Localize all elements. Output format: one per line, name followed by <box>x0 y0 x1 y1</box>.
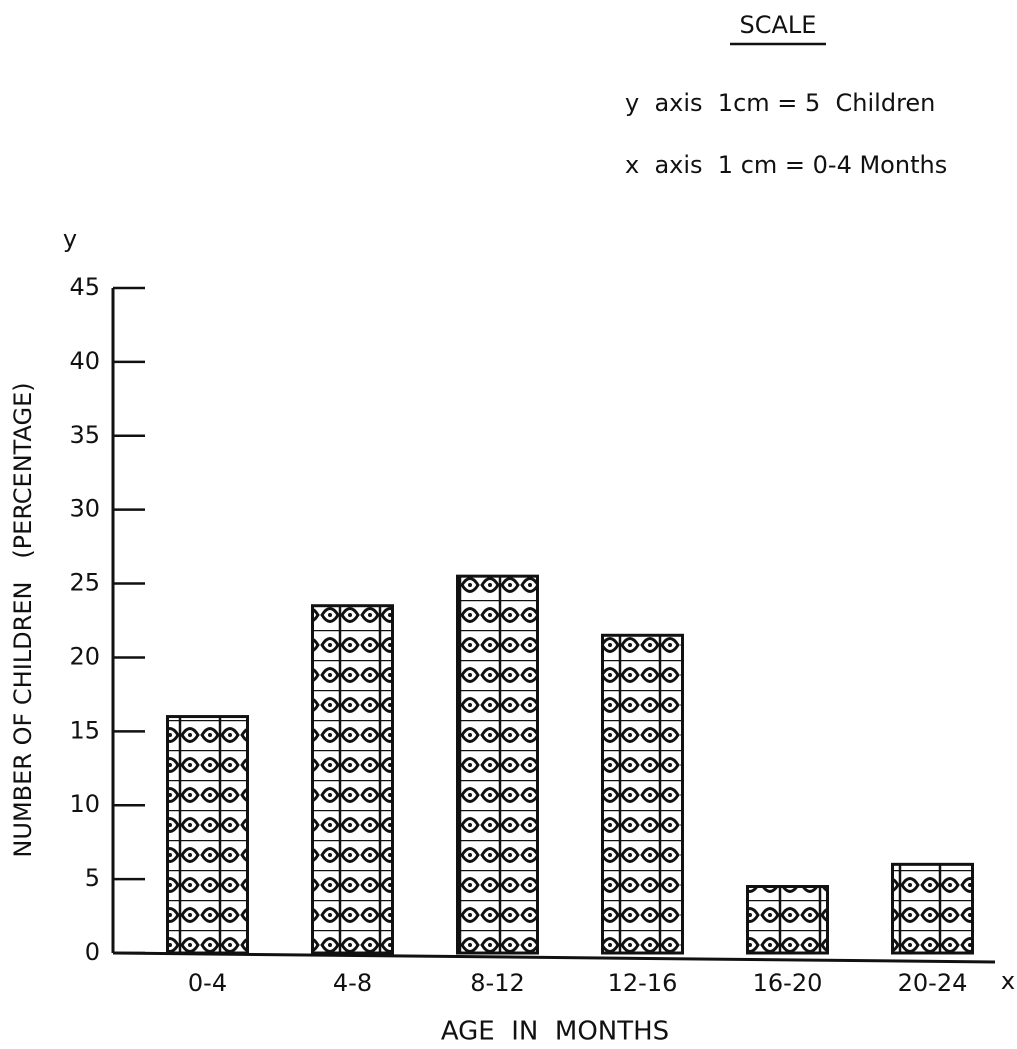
y-tick-label: 25 <box>69 569 100 597</box>
bar <box>601 633 684 955</box>
y-tick-label: 35 <box>69 421 100 449</box>
bar <box>891 862 974 955</box>
x-axis-name: x <box>1001 967 1015 995</box>
y-tick-label: 0 <box>85 938 100 966</box>
x-tick-label: 20-24 <box>898 969 968 997</box>
x-tick-label: 0-4 <box>188 969 227 997</box>
y-tick-label: 20 <box>69 642 100 670</box>
x-axis <box>112 951 996 964</box>
y-axis-label: NUMBER OF CHILDREN (PERCENTAGE) <box>9 382 37 857</box>
y-tick-label: 30 <box>69 495 100 523</box>
x-tick-label: 4-8 <box>333 969 372 997</box>
y-axis-name: y <box>63 225 77 253</box>
y-tick-label: 45 <box>69 273 100 301</box>
bar <box>166 715 249 955</box>
x-axis-label: AGE IN MONTHS <box>441 1017 669 1047</box>
bar <box>456 574 539 955</box>
x-tick-label: 8-12 <box>470 969 524 997</box>
y-tick-label: 5 <box>85 864 100 892</box>
scale-note: y axis 1cm = 5 Children <box>625 89 935 117</box>
y-tick-label: 40 <box>69 347 100 375</box>
x-tick-label: 12-16 <box>608 969 678 997</box>
scale-title: SCALE <box>740 11 817 39</box>
bar <box>311 604 394 955</box>
scale-note: x axis 1 cm = 0-4 Months <box>625 151 947 179</box>
x-tick-label: 16-20 <box>753 969 823 997</box>
y-tick-label: 15 <box>69 716 100 744</box>
y-tick-label: 10 <box>69 790 100 818</box>
bar <box>746 885 829 955</box>
